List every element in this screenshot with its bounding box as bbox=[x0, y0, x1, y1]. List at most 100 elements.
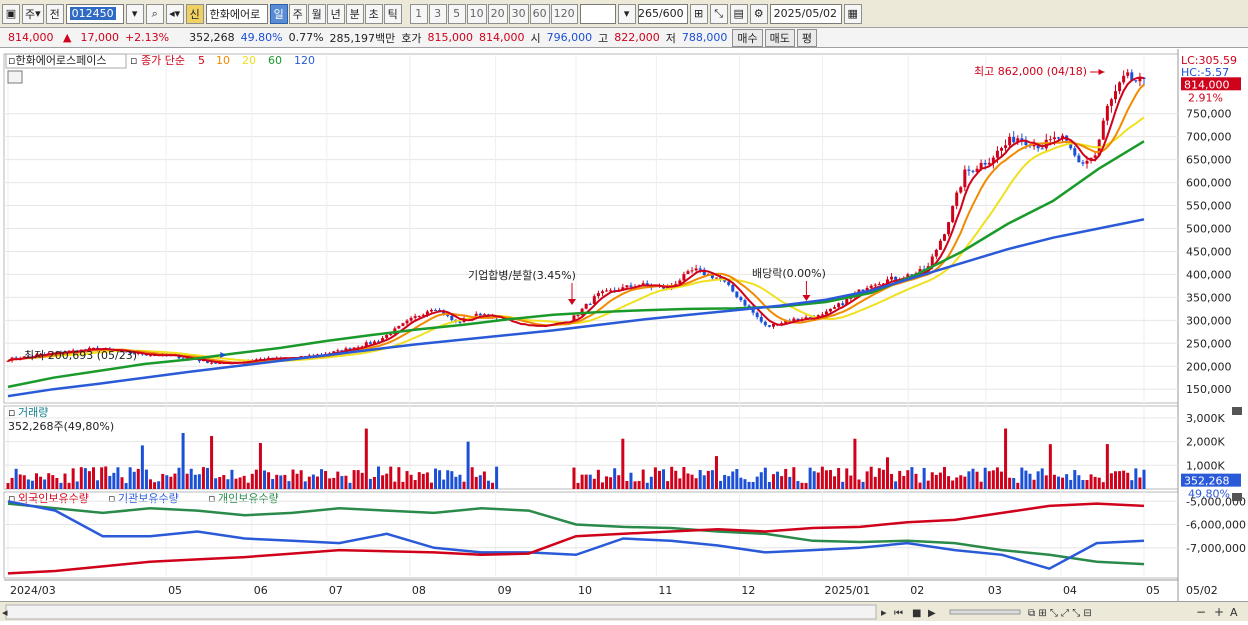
legend-stock-name: ▫한화에어로스페이스 bbox=[8, 54, 107, 67]
crosshair-icon[interactable]: ⤡ bbox=[709, 3, 728, 24]
eval-button[interactable]: 평 bbox=[796, 28, 818, 47]
buy-button[interactable]: 매수 bbox=[732, 28, 763, 47]
holdings-legend-2: 개인보유수량 bbox=[218, 492, 279, 505]
price-tick-label: 550,000 bbox=[1186, 200, 1232, 213]
candle-body bbox=[645, 283, 649, 286]
scroll-right-icon[interactable]: ▸ bbox=[881, 606, 887, 619]
settings-icon[interactable]: ⚙ bbox=[749, 3, 768, 24]
volume-bar bbox=[51, 475, 55, 489]
volume-bar bbox=[67, 482, 71, 489]
stock-chart[interactable]: 750,000 700,000 650,000 600,000 550,000 500,0… bbox=[0, 49, 1248, 601]
volume-bar bbox=[792, 467, 796, 489]
open-price: 796,000 bbox=[546, 31, 593, 44]
volume-bar bbox=[75, 481, 79, 489]
volume-panel-close-icon bbox=[1232, 407, 1242, 415]
open-label: 시 bbox=[530, 31, 541, 45]
legend-period-20: 20 bbox=[242, 54, 256, 67]
volume-bar bbox=[865, 471, 869, 489]
sell-button[interactable]: 매도 bbox=[764, 28, 795, 47]
volume-bar bbox=[385, 473, 389, 489]
candle-body bbox=[735, 291, 739, 298]
tab-period-6[interactable]: 틱 bbox=[383, 3, 402, 24]
tab-interval-30[interactable]: 30 bbox=[508, 3, 529, 24]
volume-bar bbox=[112, 472, 116, 489]
zoom-in-icon[interactable]: + bbox=[1214, 605, 1224, 619]
volume-bar bbox=[59, 482, 63, 489]
search-icon[interactable]: ⌕ bbox=[145, 3, 164, 24]
calendar-icon[interactable]: ▦ bbox=[843, 3, 862, 24]
volume-bar bbox=[307, 476, 311, 489]
stock-code-input[interactable]: 012450 bbox=[65, 3, 124, 24]
volume-bar bbox=[92, 467, 96, 489]
volume-bar bbox=[657, 470, 661, 489]
tab-interval-3[interactable]: 3 bbox=[428, 3, 447, 24]
stock-name-field[interactable]: 한화에어로 bbox=[205, 3, 268, 24]
volume-bar bbox=[250, 473, 254, 489]
volume-bar bbox=[576, 482, 580, 489]
dropdown-icon[interactable]: ▾ bbox=[125, 3, 144, 24]
tab-interval-120[interactable]: 120 bbox=[550, 3, 578, 24]
save-icon[interactable]: ▤ bbox=[729, 3, 748, 24]
tab-period-0[interactable]: 일 bbox=[269, 3, 288, 24]
tab-period-5[interactable]: 초 bbox=[364, 3, 383, 24]
tab-interval-60[interactable]: 60 bbox=[529, 3, 550, 24]
bar-count-input[interactable]: 265/600 bbox=[637, 3, 688, 24]
zoom-tools-icon[interactable]: ⧉ ⊞ ⤡ ⤢ ⤡ ⊟ bbox=[1028, 608, 1092, 619]
volume-bar bbox=[975, 471, 979, 489]
volume-bar bbox=[242, 475, 246, 489]
institution-holdings-line bbox=[7, 500, 1145, 571]
candle-body bbox=[377, 341, 381, 343]
volume-legend-bullet: ▫ bbox=[8, 406, 15, 419]
tab-interval-20[interactable]: 20 bbox=[487, 3, 508, 24]
prev-button[interactable]: 전 bbox=[45, 3, 64, 24]
scroll-left-icon[interactable]: ◂ bbox=[2, 606, 8, 619]
window-icon[interactable]: ▣ bbox=[2, 3, 20, 24]
new-badge: 신 bbox=[185, 3, 204, 24]
candle-body bbox=[1113, 91, 1117, 100]
candle-body bbox=[1101, 120, 1105, 140]
candle-body bbox=[731, 284, 735, 292]
candle-body bbox=[1105, 105, 1109, 121]
volume-bar bbox=[377, 466, 381, 489]
volume-bar bbox=[641, 469, 645, 489]
stop-icon[interactable]: ■ bbox=[912, 608, 921, 619]
price-tick-label: 150,000 bbox=[1186, 383, 1232, 396]
market-select[interactable]: 주 ▾ bbox=[22, 3, 44, 24]
zoom-out-icon[interactable]: − bbox=[1196, 605, 1206, 619]
tab-interval-5[interactable]: 5 bbox=[447, 3, 466, 24]
volume-bar bbox=[633, 481, 637, 489]
zoom-slider[interactable] bbox=[949, 609, 1021, 615]
candle-body bbox=[409, 317, 413, 321]
legend-series-label: 종가 단순 bbox=[141, 54, 185, 67]
candle-body bbox=[1134, 80, 1138, 82]
tab-interval-10[interactable]: 10 bbox=[466, 3, 487, 24]
play-icon[interactable]: ▶ bbox=[928, 608, 936, 619]
tab-period-2[interactable]: 월 bbox=[307, 3, 326, 24]
volume-bar bbox=[942, 467, 946, 489]
volume-bar bbox=[43, 479, 47, 489]
tab-period-1[interactable]: 주 bbox=[288, 3, 307, 24]
interval-custom-input[interactable] bbox=[579, 3, 616, 24]
chart-tools-icon[interactable]: ⊞ bbox=[689, 3, 708, 24]
candle-body bbox=[576, 314, 580, 316]
price-tick-label: 500,000 bbox=[1186, 223, 1232, 236]
volume-bar bbox=[824, 470, 828, 489]
tab-period-4[interactable]: 분 bbox=[345, 3, 364, 24]
tab-interval-1[interactable]: 1 bbox=[409, 3, 428, 24]
chart-scrollbar[interactable]: ◂ ▸ ⏮ ■ ▶ ⧉ ⊞ ⤡ ⤢ ⤡ ⊟ − + A bbox=[0, 601, 1248, 621]
auto-scale-icon[interactable]: A bbox=[1230, 606, 1238, 619]
volume-bar bbox=[857, 479, 861, 489]
speaker-icon[interactable]: ◂▾ bbox=[165, 3, 184, 24]
volume-bar bbox=[600, 482, 604, 489]
volume-bar bbox=[967, 471, 971, 489]
interval-dropdown-icon[interactable]: ▾ bbox=[617, 3, 636, 24]
candle-body bbox=[92, 347, 96, 349]
tab-period-3[interactable]: 년 bbox=[326, 3, 345, 24]
date-input[interactable]: 2025/05/02 bbox=[769, 3, 842, 24]
volume-bar bbox=[710, 470, 714, 489]
volume-bar bbox=[1109, 473, 1113, 489]
rewind-icon[interactable]: ⏮ bbox=[894, 608, 903, 619]
volume-bar bbox=[1016, 482, 1020, 489]
volume-bar bbox=[181, 433, 185, 489]
